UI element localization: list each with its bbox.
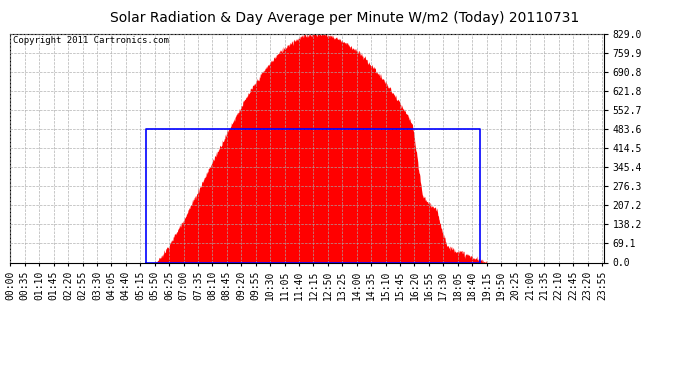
Text: Solar Radiation & Day Average per Minute W/m2 (Today) 20110731: Solar Radiation & Day Average per Minute… xyxy=(110,11,580,25)
Text: Copyright 2011 Cartronics.com: Copyright 2011 Cartronics.com xyxy=(13,36,169,45)
